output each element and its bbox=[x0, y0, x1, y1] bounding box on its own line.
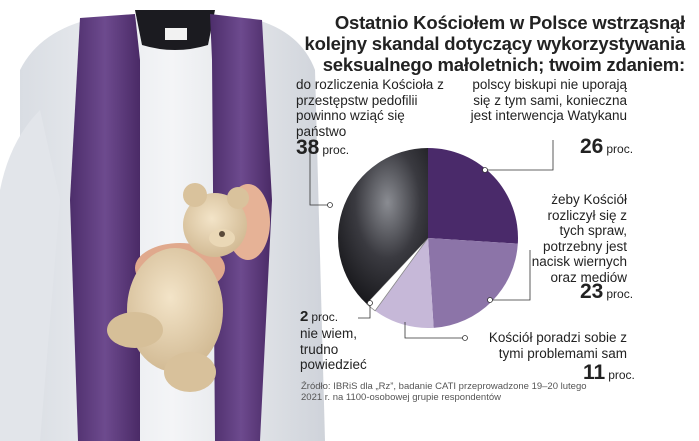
value-vatican: 26 proc. bbox=[580, 135, 634, 158]
value-self: 11 proc. bbox=[583, 361, 635, 384]
leader-faithful-dot bbox=[487, 297, 493, 303]
leader-self bbox=[404, 322, 465, 339]
leader-vatican bbox=[485, 140, 554, 171]
label-self: Kościół poradzi sobie z tymi problemami … bbox=[488, 330, 627, 361]
leader-dunno-dot bbox=[367, 300, 373, 306]
label-dunno: nie wiem, trudno powiedzieć bbox=[300, 326, 367, 372]
value-dunno: 2 proc. bbox=[300, 308, 339, 325]
slice-dunno bbox=[365, 237, 429, 312]
priest-photo bbox=[0, 0, 330, 441]
leader-self-dot bbox=[462, 335, 468, 341]
leader-faithful bbox=[490, 250, 531, 301]
leader-vatican-dot bbox=[482, 167, 488, 173]
chart-title: Ostatnio Kościołem w Polsce wstrząsnął k… bbox=[304, 12, 686, 75]
label-vatican: polscy biskupi nie uporają się z tym sam… bbox=[470, 77, 627, 123]
slice-state bbox=[337, 148, 428, 304]
label-faithful: żeby Kościół rozliczył się z tych spraw,… bbox=[531, 192, 627, 285]
label-state: do rozliczenia Kościoła z przestępstw pe… bbox=[296, 77, 444, 139]
value-faithful: 23 proc. bbox=[580, 280, 634, 303]
value-state: 38 proc. bbox=[296, 136, 350, 159]
source-note: Źródło: IBRiS dla „Rz”, badanie CATI prz… bbox=[301, 381, 587, 403]
slice-vatican bbox=[428, 148, 518, 244]
slice-self bbox=[375, 238, 434, 329]
slice-faithful bbox=[428, 238, 518, 328]
leader-dunno bbox=[358, 303, 371, 319]
leader-state-dot bbox=[327, 202, 333, 208]
leader-state bbox=[309, 140, 330, 206]
